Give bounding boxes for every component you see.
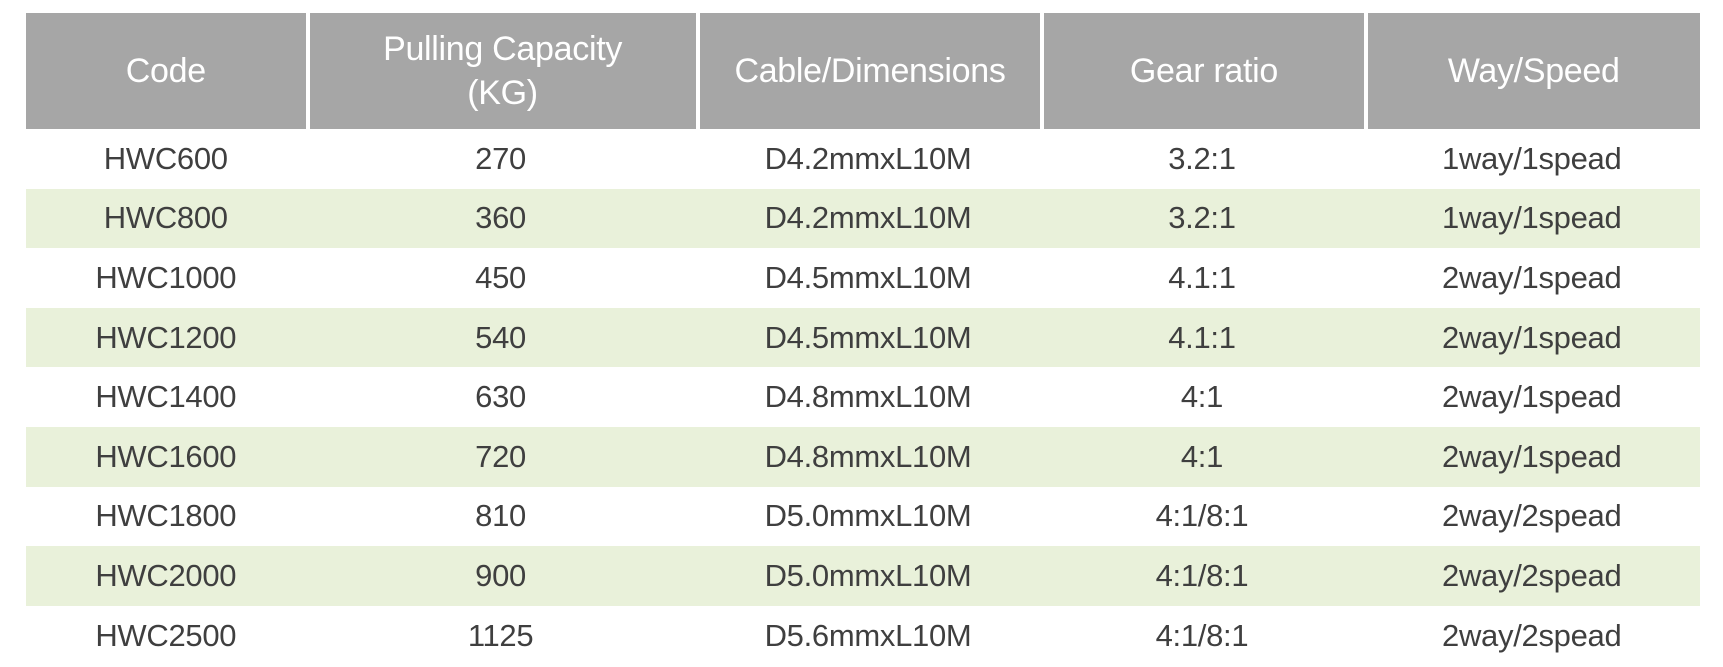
cell-gear-ratio: 4:1/8:1	[1155, 617, 1249, 653]
cell-way-speed: 2way/1spead	[1442, 379, 1622, 415]
cell-pulling-capacity: 540	[475, 319, 526, 355]
cell-code: HWC2000	[95, 557, 237, 593]
cell-code: HWC1000	[95, 259, 237, 295]
cell-cable-dimensions: D4.5mmxL10M	[764, 319, 972, 355]
cell-cable-dimensions: D4.5mmxL10M	[764, 259, 972, 295]
cell-pulling-capacity: 720	[475, 438, 526, 474]
cell-code: HWC1200	[95, 319, 237, 355]
cell-cable-dimensions: D5.6mmxL10M	[764, 617, 972, 653]
cell-code: HWC1600	[95, 438, 237, 474]
cell-gear-ratio: 4.1:1	[1168, 319, 1236, 355]
table-row: HWC1800 810 D5.0mmxL10M 4:1/8:1 2way/2sp…	[26, 486, 1700, 547]
cell-code: HWC1800	[95, 498, 237, 534]
cell-way-speed: 2way/1spead	[1442, 438, 1622, 474]
table-header-row: Code Pulling Capacity (KG) Cable/Dimensi…	[26, 13, 1700, 129]
cell-cable-dimensions: D4.8mmxL10M	[764, 438, 972, 474]
cell-way-speed: 1way/1spead	[1442, 200, 1622, 236]
cell-way-speed: 1way/1spead	[1442, 140, 1622, 176]
cell-pulling-capacity: 270	[475, 140, 526, 176]
cell-cable-dimensions: D4.2mmxL10M	[764, 200, 972, 236]
cell-gear-ratio: 4:1	[1180, 379, 1224, 415]
cell-code: HWC800	[103, 200, 228, 236]
cell-way-speed: 2way/2spead	[1442, 557, 1622, 593]
cell-gear-ratio: 3.2:1	[1168, 200, 1236, 236]
cell-code: HWC600	[103, 140, 228, 176]
table-row: HWC600 270 D4.2mmxL10M 3.2:1 1way/1spead	[26, 129, 1700, 189]
column-header-cable-dimensions: Cable/Dimensions	[695, 13, 1041, 129]
table-row: HWC1200 540 D4.5mmxL10M 4.1:1 2way/1spea…	[26, 307, 1700, 368]
cell-pulling-capacity: 630	[475, 379, 526, 415]
table-row: HWC1400 630 D4.8mmxL10M 4:1 2way/1spead	[26, 367, 1700, 427]
cell-code: HWC1400	[95, 379, 237, 415]
column-header-way-speed: Way/Speed	[1363, 13, 1700, 129]
table-body: HWC600 270 D4.2mmxL10M 3.2:1 1way/1spead…	[26, 129, 1700, 666]
cell-gear-ratio: 4.1:1	[1168, 259, 1236, 295]
cell-gear-ratio: 4:1/8:1	[1155, 557, 1249, 593]
cell-way-speed: 2way/1spead	[1442, 259, 1622, 295]
cell-way-speed: 2way/2spead	[1442, 617, 1622, 653]
cell-cable-dimensions: D5.0mmxL10M	[764, 557, 972, 593]
column-header-code: Code	[125, 51, 206, 90]
table-row: HWC800 360 D4.2mmxL10M 3.2:1 1way/1spead	[26, 188, 1700, 249]
cell-gear-ratio: 4:1/8:1	[1155, 498, 1249, 534]
cell-cable-dimensions: D5.0mmxL10M	[764, 498, 972, 534]
table-row: HWC1000 450 D4.5mmxL10M 4.1:1 2way/1spea…	[26, 248, 1700, 308]
table-row: HWC1600 720 D4.8mmxL10M 4:1 2way/1spead	[26, 426, 1700, 487]
column-header-gear-ratio: Gear ratio	[1040, 13, 1363, 129]
table-row: HWC2500 1125 D5.6mmxL10M 4:1/8:1 2way/2s…	[26, 605, 1700, 666]
cell-pulling-capacity: 1125	[467, 617, 534, 653]
cell-pulling-capacity: 450	[475, 259, 526, 295]
cell-pulling-capacity: 360	[475, 200, 526, 236]
cell-pulling-capacity: 900	[475, 557, 526, 593]
spec-table: Code Pulling Capacity (KG) Cable/Dimensi…	[26, 13, 1700, 666]
table-row: HWC2000 900 D5.0mmxL10M 4:1/8:1 2way/2sp…	[26, 546, 1700, 606]
cell-gear-ratio: 4:1	[1180, 438, 1224, 474]
cell-pulling-capacity: 810	[475, 498, 526, 534]
cell-cable-dimensions: D4.8mmxL10M	[764, 379, 972, 415]
cell-cable-dimensions: D4.2mmxL10M	[764, 140, 972, 176]
column-header-pulling-capacity: Pulling Capacity (KG)	[305, 13, 696, 129]
cell-code: HWC2500	[95, 617, 237, 653]
cell-way-speed: 2way/2spead	[1442, 498, 1622, 534]
cell-gear-ratio: 3.2:1	[1168, 140, 1236, 176]
cell-way-speed: 2way/1spead	[1442, 319, 1622, 355]
